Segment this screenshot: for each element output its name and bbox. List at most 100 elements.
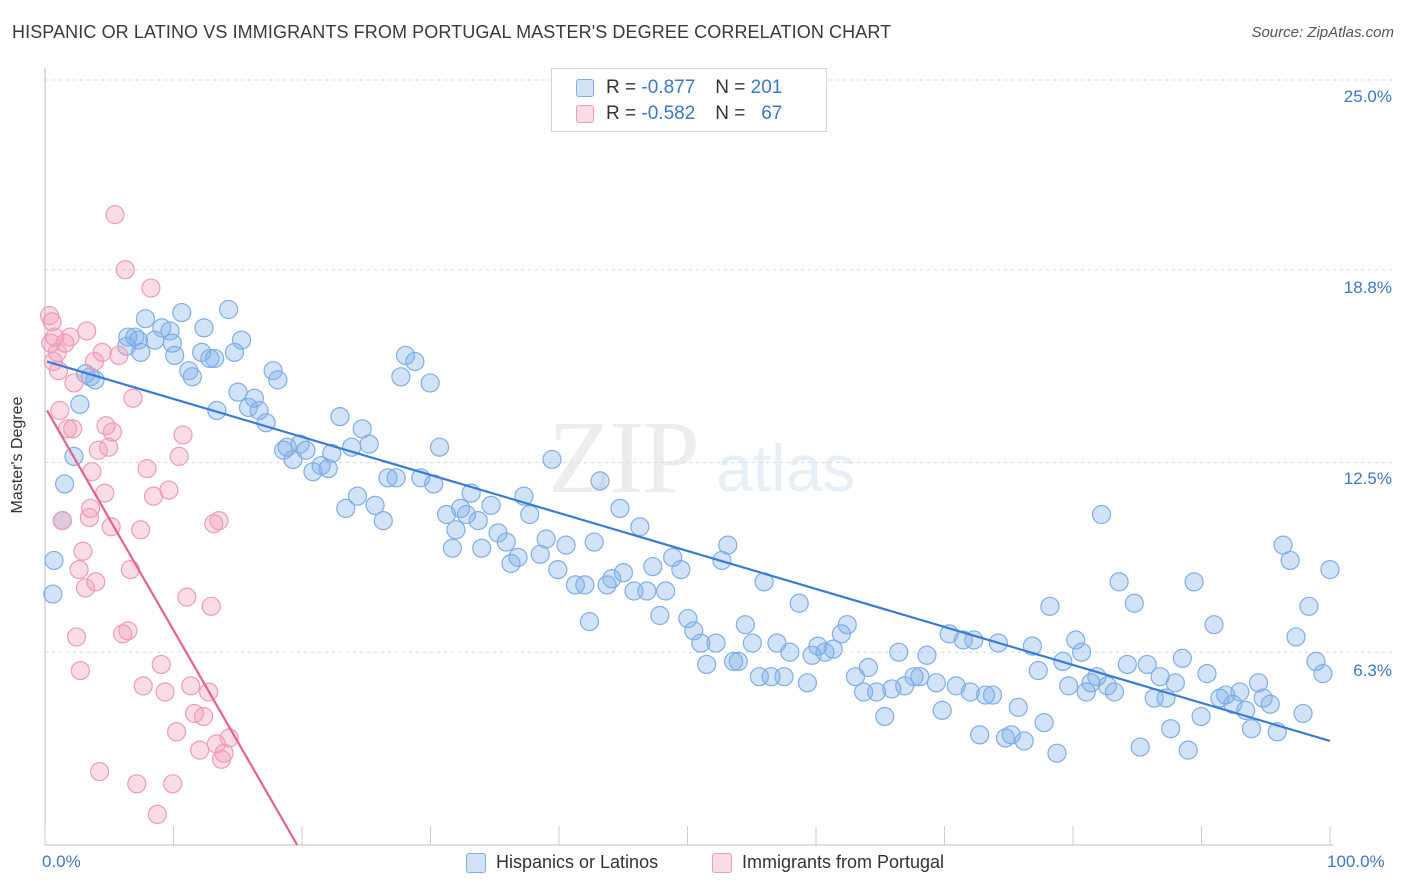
hispanic-point <box>975 685 996 705</box>
portugal-point <box>204 514 224 534</box>
legend-item-portugal[interactable]: Immigrants from Portugal <box>712 852 944 873</box>
hispanic-point <box>347 486 368 506</box>
hispanic-point <box>767 633 787 653</box>
hispanic-point <box>643 556 663 577</box>
hispanic-point <box>228 382 248 402</box>
hispanic-point <box>1091 504 1112 525</box>
hispanic-point <box>718 535 738 555</box>
hispanic-point <box>917 645 937 665</box>
hispanic-point <box>1178 740 1198 760</box>
hispanic-point <box>496 532 516 552</box>
hispanic-point <box>875 706 895 727</box>
y-axis-label: Master's Degree <box>9 396 26 514</box>
hispanic-point <box>579 612 600 632</box>
portugal-point <box>141 278 161 298</box>
hispanic-point <box>613 563 634 583</box>
n-label: N = <box>715 77 746 98</box>
r-value: -0.877 <box>641 77 696 98</box>
hispanic-point <box>318 459 338 479</box>
hispanic-point <box>866 682 887 702</box>
hispanic-point <box>797 673 818 693</box>
portugal-point <box>147 804 167 825</box>
hispanic-point <box>1197 664 1217 684</box>
hispanic-point <box>1306 651 1326 672</box>
hispanic-point <box>1191 706 1211 727</box>
hispanic-point <box>135 309 156 329</box>
watermark-zip: ZIP <box>548 400 700 515</box>
hispanic-point <box>468 511 488 531</box>
portugal-point <box>98 437 119 457</box>
portugal-point <box>193 706 214 727</box>
legend-row-hispanic: R = -0.877 N = 201 <box>576 77 782 99</box>
hispanic-point <box>131 342 151 362</box>
y-tick-label: 18.8% <box>1343 278 1392 297</box>
hispanic-point <box>910 667 930 687</box>
portugal-point <box>86 572 106 592</box>
legend-swatch-blue <box>466 852 486 873</box>
hispanic-point <box>995 728 1016 748</box>
hispanic-point <box>1014 731 1034 751</box>
hispanic-point <box>128 330 148 350</box>
hispanic-point <box>1299 596 1319 616</box>
hispanic-point <box>1165 673 1185 693</box>
y-tick-label: 6.3% <box>1353 661 1392 680</box>
hispanic-point <box>774 667 794 687</box>
hispanic-point <box>179 361 199 381</box>
portugal-point <box>181 676 201 696</box>
hispanic-point <box>207 400 227 421</box>
hispanic-point <box>204 348 225 369</box>
hispanic-point <box>1066 630 1086 650</box>
hispanic-point <box>1230 682 1250 702</box>
hispanic-point <box>405 351 425 372</box>
hispanic-point <box>970 725 990 745</box>
hispanic-point <box>456 504 477 525</box>
hispanic-point <box>1172 648 1192 668</box>
hispanic-point <box>735 615 755 635</box>
hispanic-point <box>590 471 610 491</box>
portugal-point <box>52 511 72 531</box>
portugal-point <box>137 459 157 479</box>
hispanic-point <box>481 495 501 515</box>
hispanic-point <box>162 333 182 353</box>
hispanic-trend-line <box>46 360 1331 743</box>
hispanic-point <box>322 443 342 463</box>
chart-title: HISPANIC OR LATINO VS IMMIGRANTS FROM PO… <box>12 22 892 42</box>
y-tick-label: 12.5% <box>1343 469 1392 488</box>
hispanic-point <box>182 367 202 387</box>
correlation-legend: R = -0.877 N = 201 R = -0.582 N = 67 <box>551 68 827 132</box>
portugal-point <box>113 624 133 644</box>
hispanic-point <box>1124 593 1144 613</box>
hispanic-point <box>395 345 416 365</box>
portugal-point <box>70 660 90 681</box>
portugal-point <box>109 345 129 365</box>
hispanic-point <box>1293 703 1313 724</box>
hispanic-point <box>336 498 356 518</box>
hispanic-point <box>1008 697 1028 717</box>
hispanic-point <box>536 529 556 549</box>
hispanic-point <box>472 538 492 558</box>
hispanic-point <box>118 327 138 347</box>
portugal-point <box>131 520 151 540</box>
hispanic-point <box>960 682 980 702</box>
hispanic-point <box>1137 654 1157 675</box>
portugal-point <box>127 774 147 794</box>
hispanic-point <box>386 468 406 488</box>
portugal-point <box>209 511 229 531</box>
hispanic-point <box>728 651 748 672</box>
legend-label: Immigrants from Portugal <box>742 852 945 872</box>
hispanic-point <box>1104 682 1125 702</box>
hispanic-point <box>1059 676 1079 696</box>
hispanic-point <box>1204 615 1224 635</box>
portugal-point <box>63 419 83 439</box>
hispanic-point <box>542 449 562 470</box>
hispanic-point <box>54 474 75 494</box>
hispanic-point <box>378 468 398 488</box>
portugal-point <box>123 388 143 408</box>
hispanic-point <box>1040 596 1060 616</box>
hispanic-point <box>224 342 245 362</box>
hispanic-point <box>391 367 411 387</box>
legend-item-hispanic[interactable]: Hispanics or Latinos <box>466 852 658 873</box>
hispanic-point <box>1028 660 1048 681</box>
portugal-point <box>169 446 189 466</box>
r-label: R = <box>606 77 637 98</box>
